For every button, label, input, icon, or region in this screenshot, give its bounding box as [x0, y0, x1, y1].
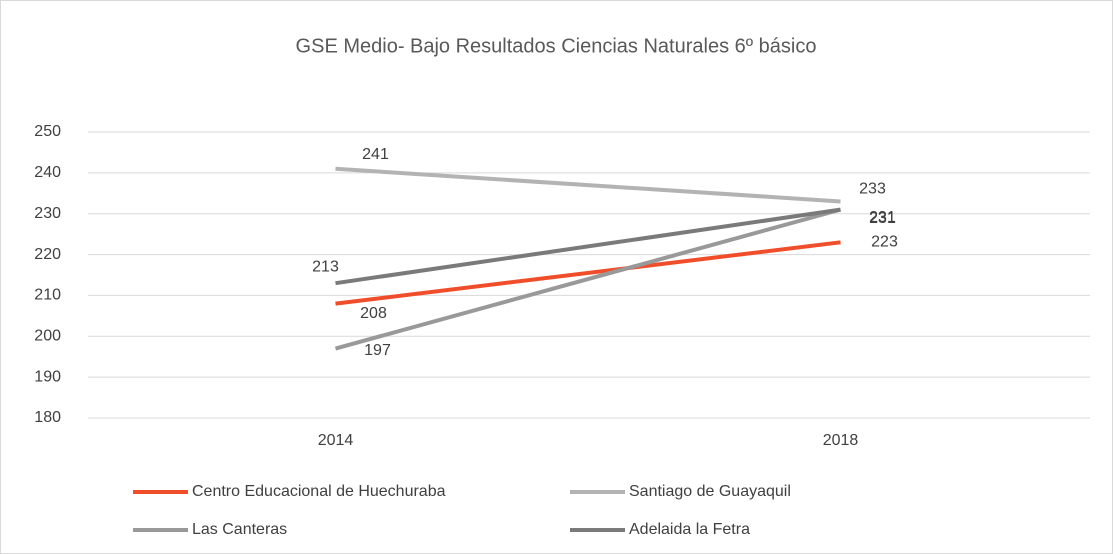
chart-title: GSE Medio- Bajo Resultados Ciencias Natu… — [296, 35, 817, 57]
data-label: 231 — [869, 209, 896, 226]
y-tick-label: 200 — [34, 328, 61, 345]
series-line — [334, 207, 842, 351]
x-tick-label: 2018 — [823, 432, 859, 449]
y-tick-label: 250 — [34, 123, 61, 140]
series-line — [335, 166, 841, 204]
legend-label: Adelaida la Fetra — [629, 521, 750, 538]
data-label: 197 — [364, 342, 391, 359]
data-label: 233 — [859, 181, 886, 198]
y-tick-label: 230 — [34, 205, 61, 222]
y-tick-label: 240 — [34, 164, 61, 181]
series-line — [335, 207, 841, 286]
data-label: 208 — [360, 305, 387, 322]
legend-label: Centro Educacional de Huechuraba — [192, 483, 446, 500]
y-tick-label: 180 — [34, 409, 61, 426]
data-label: 241 — [362, 146, 389, 163]
data-label: 231 — [869, 210, 896, 227]
series-line — [335, 240, 841, 306]
x-tick-label: 2014 — [318, 432, 354, 449]
data-label: 223 — [871, 234, 898, 251]
legend-label: Las Canteras — [192, 521, 287, 538]
y-tick-label: 220 — [34, 246, 61, 263]
y-tick-label: 190 — [34, 368, 61, 385]
y-tick-label: 210 — [34, 287, 61, 304]
data-label: 213 — [312, 258, 339, 275]
legend-label: Santiago de Guayaquil — [629, 483, 791, 500]
